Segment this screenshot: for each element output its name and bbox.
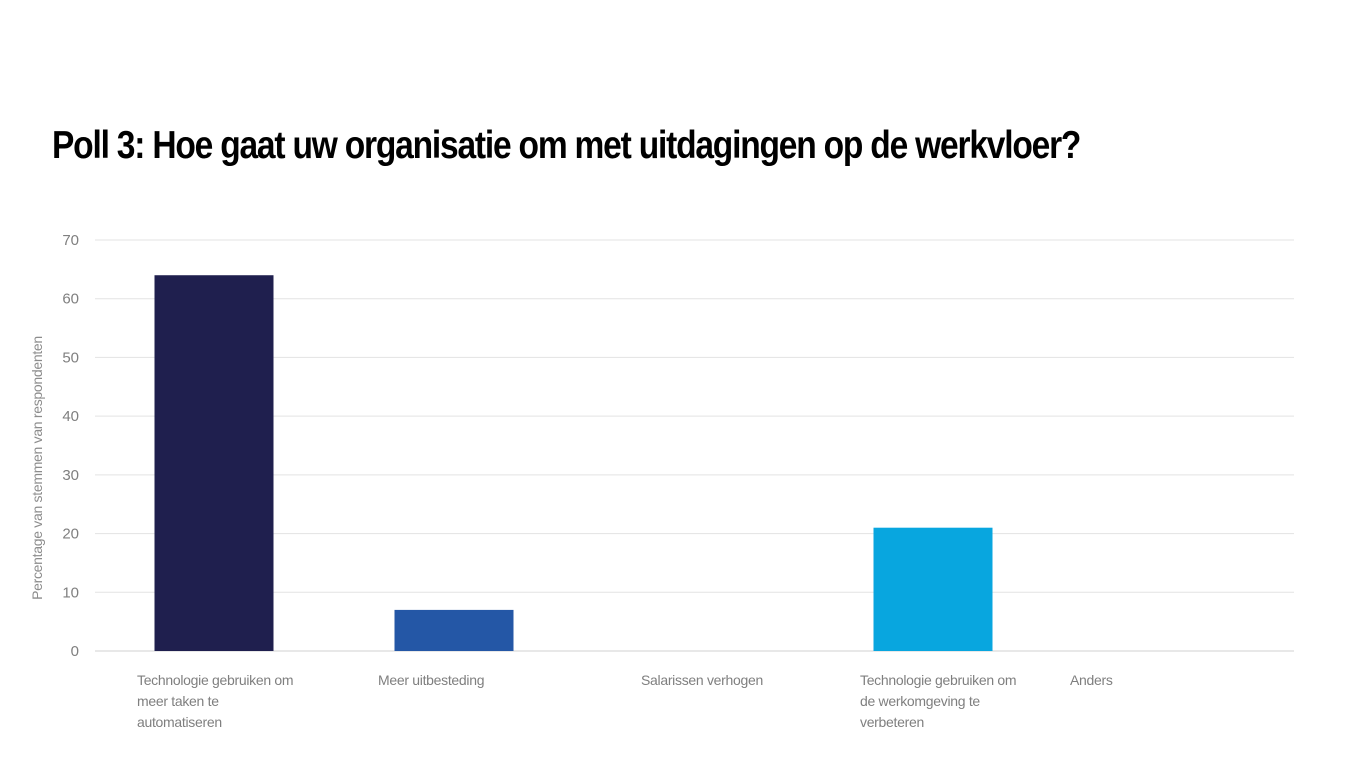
x-tick-label: Technologie gebruiken om meer taken te a… <box>137 672 294 730</box>
x-tick-label: Anders <box>1070 672 1113 688</box>
bar <box>873 527 993 651</box>
y-tick-label: 60 <box>62 291 79 308</box>
x-tick-label: Meer uitbesteding <box>378 672 485 688</box>
y-tick-label: 70 <box>62 232 79 249</box>
x-tick-label: Technologie gebruiken om de werkomgeving… <box>860 672 1017 730</box>
y-tick-label: 20 <box>62 526 79 543</box>
y-tick-label: 30 <box>62 467 79 484</box>
y-tick-label: 0 <box>71 643 79 660</box>
x-tick-label: Salarissen verhogen <box>641 672 763 688</box>
y-axis-label: Percentage van stemmen van respondenten <box>29 336 45 600</box>
y-tick-label: 10 <box>62 584 79 601</box>
chart-title: Poll 3: Hoe gaat uw organisatie om met u… <box>52 124 1081 167</box>
y-tick-label: 40 <box>62 408 79 425</box>
bar <box>154 275 274 651</box>
bar <box>394 609 514 651</box>
y-tick-label: 50 <box>62 349 79 366</box>
